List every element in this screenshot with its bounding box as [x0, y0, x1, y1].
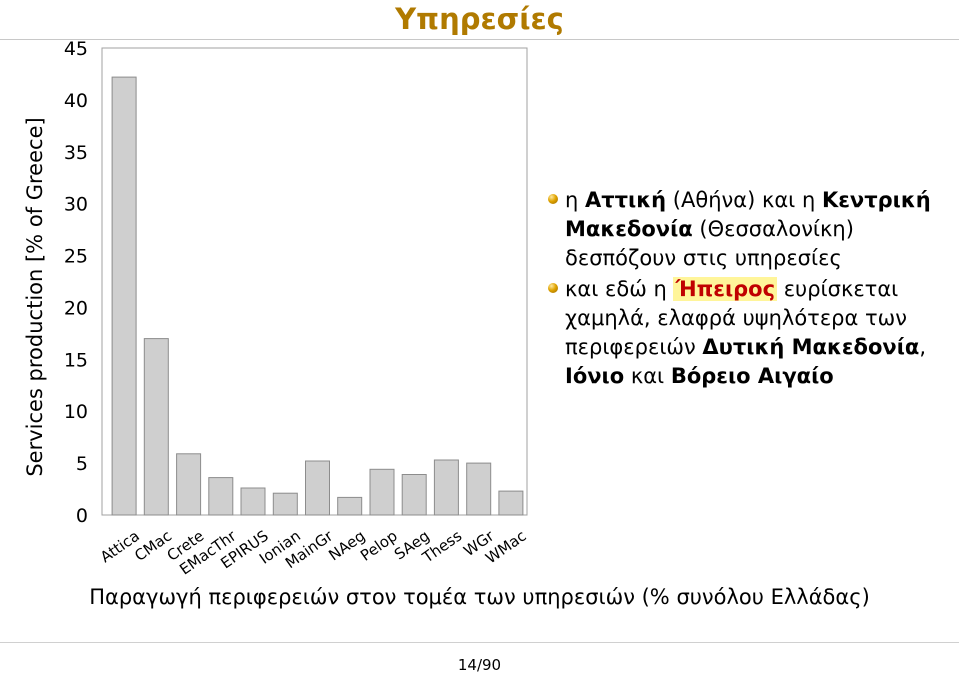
bar-naeg	[337, 496, 363, 516]
bullet-ball-icon	[548, 283, 558, 293]
y-tick-label: 45	[64, 40, 88, 60]
bar-attica	[111, 76, 137, 516]
bullet-text: Ιόνιο	[565, 364, 625, 388]
bar-maingr	[305, 460, 330, 516]
bullet-item: και εδώ η Ήπειρος ευρίσκεται χαμηλά, ελα…	[548, 275, 953, 391]
y-tick-label: 35	[64, 142, 88, 164]
y-tick-label: 40	[64, 90, 88, 112]
bar-thess	[433, 459, 459, 516]
y-axis-label: Services production [% of Greece]	[23, 117, 47, 476]
bullet-text: Βόρειο Αιγαίο	[670, 364, 834, 388]
bar-wgr	[466, 462, 492, 516]
x-axis-ticks: AtticaCMacCreteEMacThrEPIRUSIonianMainGr…	[97, 526, 530, 578]
bullet-text: Αττική	[585, 188, 667, 212]
title-divider	[0, 39, 959, 40]
bar-pelop	[369, 468, 395, 516]
bar-crete	[176, 453, 202, 516]
y-tick-label: 5	[76, 453, 88, 475]
bullet-ball-icon	[548, 194, 558, 204]
bar-emacthr	[208, 477, 234, 516]
y-tick-label: 15	[64, 349, 88, 371]
bar-ionian	[272, 492, 298, 516]
bullet-text: (Αθήνα) και η	[666, 188, 822, 212]
page-number: 14/90	[457, 656, 502, 674]
bullet-list: η Αττική (Αθήνα) και η Κεντρική Μακεδονί…	[548, 186, 953, 393]
y-tick-label: 10	[64, 401, 88, 423]
bullet-text: (Θεσσαλονίκη) δεσπόζουν στις υπηρεσίες	[565, 217, 854, 270]
bullet-text: και εδώ η	[565, 277, 674, 301]
bullet-text: Δυτική Μακεδονία	[702, 335, 920, 359]
bullet-text: ευρίσκεται χαμηλά, ελαφρά υψηλότερα των …	[565, 277, 907, 359]
bullet-text: Ήπειρος	[673, 277, 778, 301]
bar-epirus	[240, 487, 266, 516]
bar-chart: Services production [% of Greece] 0 5 10 15…	[23, 40, 530, 579]
chart-caption: Παραγωγή περιφερειών στον τομέα των υπηρ…	[89, 585, 870, 609]
y-tick-label: 25	[64, 246, 88, 268]
y-tick-label: 30	[64, 194, 88, 216]
bar-cmac	[143, 338, 169, 516]
bar-wmac	[498, 490, 524, 516]
y-tick-label: 20	[64, 297, 88, 319]
bars	[111, 76, 524, 516]
slide-title: Υπηρεσίες	[395, 2, 564, 36]
y-tick-label: 0	[76, 505, 88, 527]
bar-saeg	[401, 474, 427, 516]
footer-divider	[0, 642, 959, 643]
bullet-item: η Αττική (Αθήνα) και η Κεντρική Μακεδονί…	[548, 186, 953, 273]
y-axis-ticks: 0 5 10 15 20 25 30 35 40 45	[64, 40, 88, 527]
bullet-text: Κεντρική Μακεδονία	[565, 188, 931, 241]
bullet-text: και	[624, 364, 671, 388]
bullet-text: ,	[919, 335, 927, 359]
bullet-text: η	[565, 188, 585, 212]
